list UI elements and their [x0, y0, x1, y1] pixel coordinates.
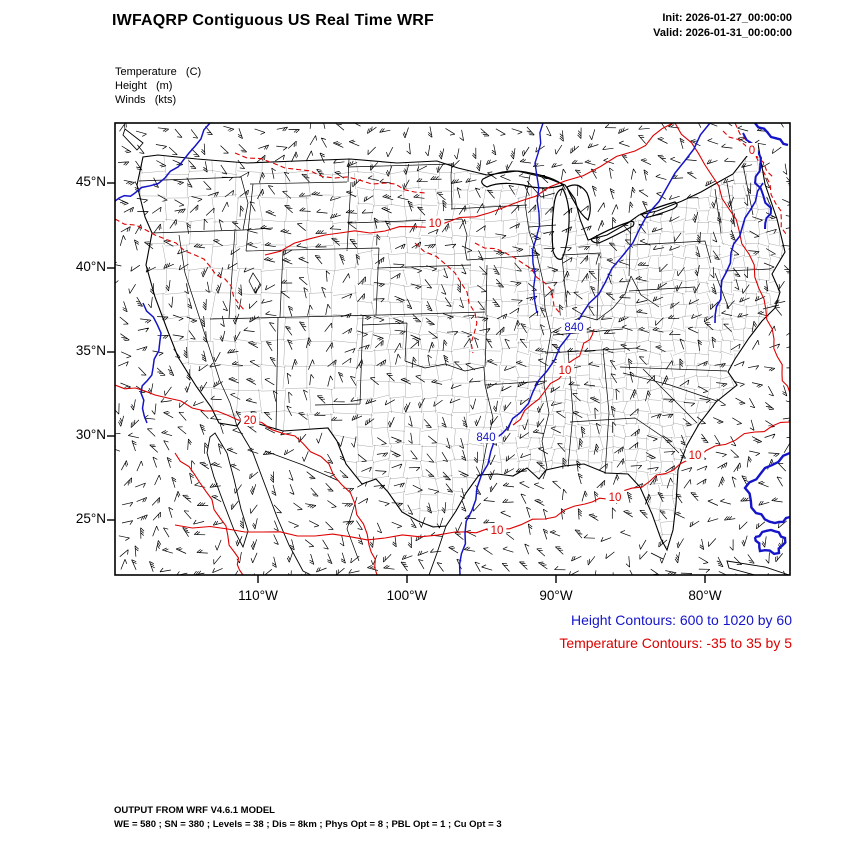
height-contour	[753, 528, 787, 556]
model-info-line2: WE = 580 ; SN = 380 ; Levels = 38 ; Dis …	[114, 818, 502, 830]
svg-text:20: 20	[244, 415, 257, 427]
temperature-contour	[234, 152, 426, 194]
temperature-contour	[512, 328, 595, 426]
height-contour	[458, 123, 711, 575]
field-legend: Temperature (C) Height (m) Winds (kts)	[115, 66, 201, 107]
contour-label: 10	[605, 490, 625, 504]
svg-text:10: 10	[559, 365, 572, 377]
contour-label: 840	[561, 320, 587, 334]
model-info: OUTPUT FROM WRF V4.6.1 MODEL WE = 580 ; …	[114, 804, 502, 832]
svg-text:10: 10	[609, 492, 622, 504]
temperature-contour	[174, 421, 790, 541]
lat-tick-label: 25°N	[75, 511, 106, 526]
height-contour	[743, 451, 790, 525]
temperature-contour-note: Temperature Contours: -35 to 35 by 5	[559, 635, 792, 651]
contour-label: 20	[240, 413, 260, 427]
lat-tick-label: 35°N	[75, 343, 106, 358]
lat-tick-label: 45°N	[75, 174, 106, 189]
wind-barbs	[115, 123, 790, 575]
temperature-contour	[115, 218, 246, 312]
height-contour	[754, 123, 789, 147]
contour-label: 840	[473, 430, 499, 444]
height-contour	[115, 123, 211, 202]
height-contour	[140, 302, 162, 424]
contour-label: 10	[425, 216, 445, 230]
contour-label: 10	[685, 448, 705, 462]
temperature-contour	[674, 123, 790, 400]
svg-text:0: 0	[749, 145, 755, 157]
temperature-contour	[174, 452, 244, 575]
legend-height: Height (m)	[115, 79, 173, 92]
great-lakes	[481, 170, 678, 260]
valid-time: Valid: 2026-01-31_00:00:00	[653, 27, 792, 40]
legend-winds: Winds (kts)	[115, 93, 177, 106]
state-borders	[138, 158, 771, 562]
lon-tick-label: 90°W	[539, 588, 573, 603]
height-contour	[714, 182, 764, 324]
map-layers: 10 0 840 10 20 840 10 10 10	[115, 123, 790, 575]
contour-label: 0	[746, 143, 758, 157]
temperature-contour	[115, 384, 378, 575]
svg-text:10: 10	[429, 218, 442, 230]
init-time: Init: 2026-01-27_00:00:00	[662, 12, 792, 24]
height-contour-note: Height Contours: 600 to 1020 by 60	[570, 612, 792, 628]
map-svg: 10 0 840 10 20 840 10 10 10	[107, 122, 791, 583]
legend-temperature: Temperature (C)	[115, 66, 202, 78]
svg-text:10: 10	[689, 450, 702, 462]
map-area: 10 0 840 10 20 840 10 10 10	[107, 122, 791, 583]
us-outline	[136, 142, 786, 552]
page-title: IWFAQRP Contiguous US Real Time WRF	[112, 12, 434, 29]
temperature-contour	[264, 123, 674, 256]
coastlines	[122, 128, 790, 575]
lon-tick-label: 100°W	[386, 588, 428, 603]
lat-tick-label: 40°N	[75, 259, 106, 274]
lat-tick-label: 30°N	[75, 427, 106, 442]
lon-tick-label: 80°W	[688, 588, 722, 603]
temperature-contour	[474, 242, 561, 314]
temperature-contour	[414, 242, 478, 354]
contour-label: 10	[555, 363, 575, 377]
lon-tick-label: 110°W	[238, 588, 278, 603]
run-times: Init: 2026-01-27_00:00:00 Valid: 2026-01…	[653, 11, 792, 42]
svg-text:10: 10	[491, 525, 504, 537]
map-frame	[114, 122, 791, 576]
height-contour	[531, 123, 544, 314]
svg-text:840: 840	[564, 322, 583, 334]
svg-text:840: 840	[476, 432, 495, 444]
contour-label: 10	[487, 523, 507, 537]
model-info-line1: OUTPUT FROM WRF V4.6.1 MODEL	[114, 805, 275, 816]
